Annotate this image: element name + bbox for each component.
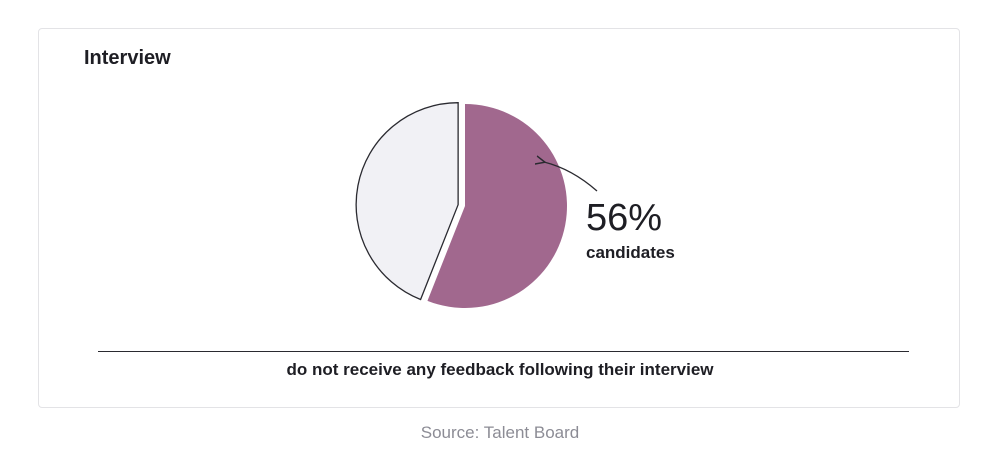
chart-caption: do not receive any feedback following th… [286, 360, 714, 379]
pie-slice-1 [355, 102, 459, 301]
card-title: Interview [84, 47, 171, 69]
pie-chart [355, 102, 598, 308]
chart-card: Interview 56% candidates do not receive … [38, 28, 960, 408]
callout-label: candidates [586, 243, 675, 262]
divider-line [98, 351, 909, 352]
source-note: Source: Talent Board [420, 423, 580, 442]
callout-arrow [544, 162, 598, 192]
callout-percentage: 56% [586, 197, 663, 239]
pie-slice-0 [427, 104, 568, 308]
